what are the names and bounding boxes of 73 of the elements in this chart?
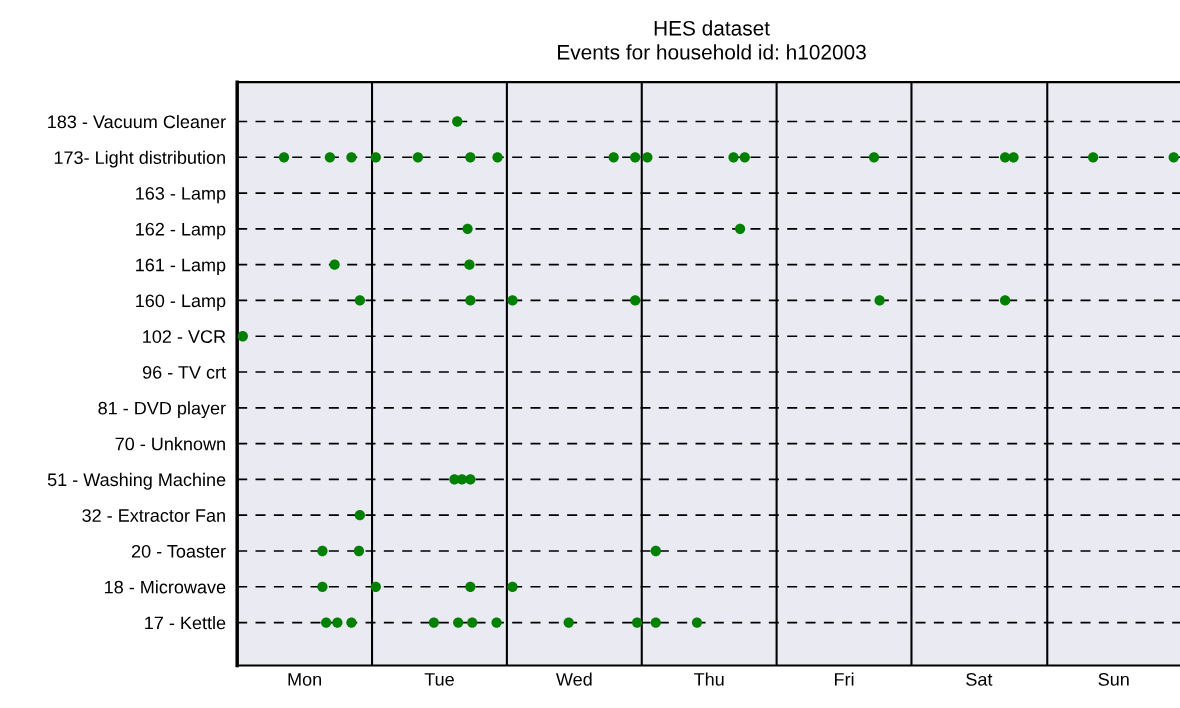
- point: [370, 152, 381, 163]
- text: Fri: [834, 672, 854, 686]
- point: [631, 617, 643, 628]
- point: [691, 617, 703, 628]
- y-tick-label: 173- Light distribution: [54, 150, 225, 168]
- y-tick-label: 70 - Unknown: [115, 437, 225, 451]
- point: [507, 581, 518, 592]
- point: [630, 152, 641, 163]
- text: Wed: [556, 672, 592, 686]
- point: [563, 617, 574, 628]
- y-tick-label: 163 - Lamp: [136, 187, 226, 204]
- point: [354, 295, 366, 306]
- y-tick-label: 81 - DVD player: [98, 401, 226, 419]
- point: [354, 510, 366, 521]
- point: [465, 152, 476, 163]
- point: [650, 545, 661, 557]
- point: [1008, 152, 1019, 163]
- y-tick-label: 20 - Toaster: [131, 544, 226, 558]
- chart-title: HES dataset: [654, 20, 770, 36]
- point: [317, 545, 328, 557]
- point: [465, 474, 476, 485]
- point: [728, 152, 739, 163]
- point: [467, 617, 478, 628]
- point: [346, 152, 357, 163]
- point: [999, 295, 1011, 306]
- y-tick-label: 32 - Extractor Fan: [82, 509, 225, 522]
- point: [452, 116, 463, 127]
- point: [874, 295, 885, 306]
- y-tick-label: 18 - Microwave: [105, 580, 226, 594]
- point: [412, 152, 424, 163]
- chart-subtitle: Events for household id: h102003: [558, 44, 866, 60]
- point: [642, 152, 653, 163]
- point: [453, 617, 464, 628]
- point: [462, 223, 473, 235]
- point: [999, 152, 1011, 163]
- point: [630, 295, 641, 306]
- point: [353, 545, 365, 557]
- point: [734, 223, 746, 235]
- y-tick-label: 183 - Vacuum Cleaner: [48, 114, 226, 129]
- point: [465, 295, 476, 306]
- point: [370, 581, 381, 592]
- y-tick-label: 162 - Lamp: [136, 222, 226, 240]
- point: [346, 617, 357, 628]
- point: [507, 295, 518, 306]
- point: [650, 617, 661, 628]
- y-tick-label: 161 - Lamp: [136, 258, 226, 275]
- point: [278, 152, 290, 163]
- point: [492, 152, 503, 163]
- y-tick-label: 96 - TV crt: [142, 365, 226, 379]
- point: [1088, 152, 1099, 163]
- point: [608, 152, 619, 163]
- point: [464, 259, 475, 270]
- point: [324, 152, 336, 163]
- text: Sun: [1098, 673, 1129, 686]
- y-tick-label: 160 - Lamp: [136, 294, 226, 311]
- y-tick-label: 51 - Washing Machine: [47, 472, 226, 490]
- point: [465, 581, 476, 592]
- point: [868, 152, 880, 163]
- text: Mon: [288, 673, 321, 686]
- point: [237, 331, 248, 342]
- point: [317, 581, 328, 592]
- point: [739, 152, 750, 163]
- point: [329, 259, 340, 270]
- text: Tue: [424, 673, 454, 686]
- point: [428, 617, 439, 628]
- point: [491, 617, 502, 628]
- point: [1168, 152, 1179, 163]
- point: [332, 617, 343, 628]
- text: Sat: [966, 673, 993, 686]
- text: Thu: [694, 672, 724, 686]
- y-tick-label: 17 - Kettle: [145, 616, 226, 630]
- point: [321, 617, 332, 628]
- y-tick-label: 102 - VCR: [143, 330, 226, 343]
